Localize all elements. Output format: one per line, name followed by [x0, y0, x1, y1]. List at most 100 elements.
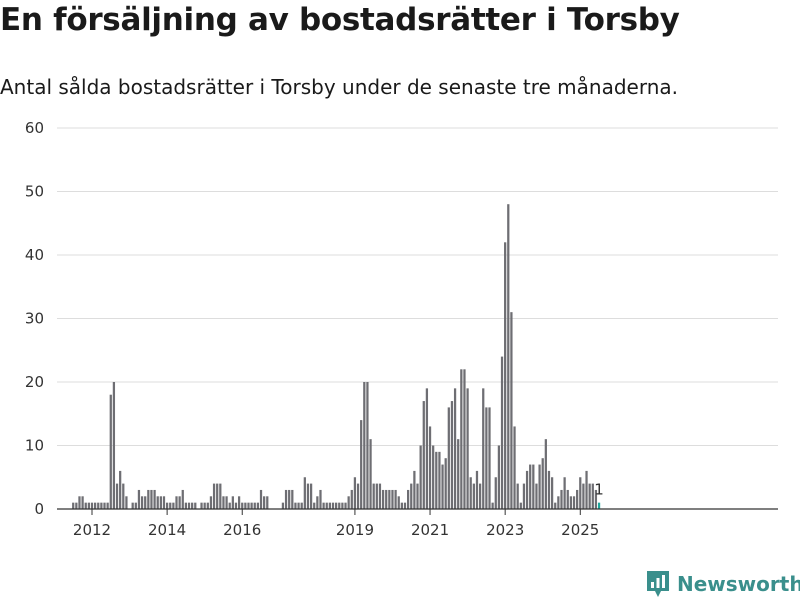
- bar: [525, 470, 529, 509]
- bar: [466, 388, 469, 509]
- bar: [316, 496, 319, 509]
- bar: [162, 496, 166, 509]
- bar: [81, 496, 84, 509]
- bar: [416, 483, 419, 509]
- y-tick-label: 10: [25, 437, 44, 455]
- bars: 1: [72, 204, 604, 510]
- bar: [413, 470, 416, 509]
- bar: [356, 483, 360, 509]
- bar: [582, 483, 585, 509]
- bar: [335, 502, 338, 509]
- bar: [194, 502, 197, 509]
- bar: [360, 420, 363, 509]
- x-tick-label: 2016: [223, 521, 261, 539]
- bar: [78, 496, 81, 509]
- bar: [441, 464, 444, 509]
- bar: [504, 242, 507, 510]
- bar: [447, 407, 450, 509]
- bar: [403, 502, 407, 509]
- bar: [419, 445, 422, 509]
- bar: [284, 489, 288, 509]
- bar: [385, 489, 388, 509]
- chart-subtitle: Antal sålda bostadsrätter i Torsby under…: [0, 75, 679, 99]
- bar: [425, 388, 429, 509]
- bar: [566, 489, 569, 509]
- bar: [513, 426, 516, 509]
- bar: [156, 496, 159, 509]
- bar: [150, 489, 153, 509]
- x-tick-label: 2025: [561, 521, 599, 539]
- bar: [209, 496, 213, 509]
- bar: [432, 445, 435, 509]
- bar: [350, 489, 353, 509]
- bar: [253, 502, 256, 509]
- bar: [435, 451, 438, 509]
- bar: [119, 470, 122, 509]
- bar: [594, 489, 598, 509]
- newsworthy-logo-icon: [647, 571, 669, 597]
- y-tick-label: 50: [25, 183, 44, 201]
- bar: [306, 483, 310, 509]
- bar: [72, 502, 75, 509]
- bar: [485, 407, 488, 509]
- bar: [244, 502, 247, 509]
- bar: [203, 502, 206, 509]
- bar: [228, 502, 231, 509]
- bar: [303, 477, 306, 509]
- bar: [122, 483, 125, 509]
- bar: [281, 502, 285, 509]
- bar: [375, 483, 378, 509]
- bar: [516, 483, 519, 509]
- bar: [106, 502, 109, 509]
- bar: [482, 388, 485, 509]
- bar: [219, 483, 222, 509]
- bar: [532, 464, 535, 509]
- bar: [529, 464, 532, 509]
- bar: [94, 502, 97, 509]
- bar: [341, 502, 344, 509]
- bar: [266, 496, 269, 509]
- bar: [294, 502, 297, 509]
- x-tick-label: 2021: [411, 521, 449, 539]
- x-tick-label: 2019: [336, 521, 374, 539]
- bar: [165, 502, 169, 509]
- bar: [331, 502, 335, 509]
- bar: [388, 489, 391, 509]
- bar: [400, 502, 403, 509]
- bar: [144, 496, 147, 509]
- bar: [497, 445, 501, 509]
- bar: [491, 502, 494, 509]
- bar: [510, 312, 513, 509]
- y-axis-labels: 0 10 20 30 40 50 60: [25, 119, 44, 518]
- bar: [475, 470, 479, 509]
- bar: [381, 489, 385, 509]
- y-tick-label: 20: [25, 373, 44, 391]
- bar: [394, 489, 397, 509]
- bar: [234, 502, 238, 509]
- bar: [547, 470, 551, 509]
- bar: [187, 502, 191, 509]
- bar: [147, 489, 150, 509]
- bar: [75, 502, 78, 509]
- bar: [519, 502, 522, 509]
- bar: [256, 502, 260, 509]
- bar: [212, 483, 216, 509]
- latest-value-label: 1: [594, 481, 604, 499]
- bar: [291, 489, 294, 509]
- bar: [169, 502, 172, 509]
- bar: [347, 496, 350, 509]
- bar: [97, 502, 100, 509]
- bar: [178, 496, 181, 509]
- bar: [407, 489, 410, 509]
- bar: [579, 477, 582, 509]
- bar: [494, 477, 497, 509]
- bar: [378, 483, 382, 509]
- bar: [175, 496, 178, 509]
- chart-title: En försäljning av bostadsrätter i Torsby: [0, 2, 680, 38]
- brand-logo: Newsworthy: [645, 569, 800, 599]
- bar: [585, 470, 588, 509]
- bar: [206, 502, 209, 509]
- bar: [391, 489, 394, 509]
- bar: [557, 496, 560, 509]
